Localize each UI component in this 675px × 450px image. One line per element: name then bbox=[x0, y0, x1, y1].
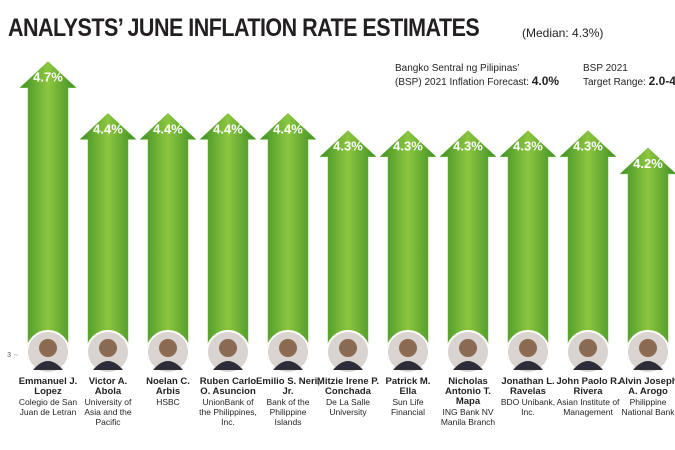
photo-face bbox=[579, 339, 597, 357]
photo-body bbox=[633, 361, 663, 370]
value-label: 4.3% bbox=[513, 139, 543, 154]
value-label: 4.7% bbox=[33, 70, 63, 85]
person-name: John Paolo R. Rivera bbox=[556, 376, 620, 397]
category-label: Mitzie Irene P. Conchada De La Salle Univ… bbox=[316, 376, 380, 418]
arrow-bar bbox=[139, 113, 197, 356]
arrow-bar bbox=[19, 61, 77, 356]
affiliation: BDO Unibank, Inc. bbox=[500, 397, 556, 417]
photo-face bbox=[279, 339, 297, 357]
value-label: 4.4% bbox=[93, 121, 123, 136]
photo-body bbox=[513, 361, 543, 370]
category-label: Victor A. Abola University of Asia and th… bbox=[76, 376, 140, 428]
affiliation: Colegio de San Juan de Letran bbox=[18, 397, 78, 417]
chart-subtitle: (Median: 4.3%) bbox=[522, 26, 604, 40]
category-label: Ruben Carlo O. Asuncion UnionBank of the … bbox=[196, 376, 260, 428]
person-name: Jonathan L. Ravelas bbox=[501, 376, 555, 397]
annotation-text: (BSP) 2021 Inflation Forecast: bbox=[395, 77, 529, 88]
annotation-value: 2.0-4.0 bbox=[648, 74, 675, 88]
affiliation: Bank of the Philippine Islands bbox=[266, 397, 310, 427]
arrow-bar bbox=[619, 147, 675, 356]
category-label: Jonathan L. Ravelas BDO Unibank, Inc. bbox=[496, 376, 560, 418]
photo-body bbox=[33, 361, 63, 370]
value-label: 4.3% bbox=[573, 139, 603, 154]
annotation-line: (BSP) 2021 Inflation Forecast: 4.0% bbox=[395, 75, 559, 89]
person-name: Emmanuel J. Lopez bbox=[18, 376, 78, 397]
photo-face bbox=[639, 339, 657, 357]
annotation: BSP 2021 Target Range: 2.0-4.0 bbox=[583, 63, 675, 89]
category-label: Nicholas Antonio T. Mapa ING Bank NV Mani… bbox=[436, 376, 500, 428]
photo-body bbox=[573, 361, 603, 370]
photo-face bbox=[39, 339, 57, 357]
value-label: 4.2% bbox=[633, 156, 663, 171]
chart-title: ANALYSTS’ JUNE INFLATION RATE ESTIMATES bbox=[8, 14, 480, 42]
person-name: Mitzie Irene P. Conchada bbox=[316, 376, 380, 397]
category-label: John Paolo R. Rivera Asian Institute of M… bbox=[556, 376, 620, 418]
photo-face bbox=[99, 339, 117, 357]
person-name: Victor A. Abola bbox=[88, 376, 128, 397]
value-label: 4.3% bbox=[453, 139, 483, 154]
photo-face bbox=[159, 339, 177, 357]
annotation: Bangko Sentral ng Pilipinas’ (BSP) 2021 … bbox=[395, 63, 559, 89]
affiliation: ING Bank NV Manila Branch bbox=[440, 407, 496, 427]
arrow-bar bbox=[379, 130, 437, 356]
photo-body bbox=[453, 361, 483, 370]
annotation-text: Target Range: bbox=[583, 77, 646, 88]
affiliation: Asian Institute of Management bbox=[556, 397, 620, 417]
arrow-bar bbox=[79, 113, 137, 356]
annotation-line: BSP 2021 bbox=[583, 63, 628, 74]
photo-face bbox=[219, 339, 237, 357]
annotation-line: Bangko Sentral ng Pilipinas’ bbox=[395, 63, 520, 74]
person-name: Nicholas Antonio T. Mapa bbox=[445, 376, 491, 407]
photo-face bbox=[339, 339, 357, 357]
photo-body bbox=[213, 361, 243, 370]
affiliation: De La Salle University bbox=[326, 397, 370, 417]
affiliation: University of Asia and the Pacific bbox=[84, 397, 132, 427]
arrow-bar bbox=[499, 130, 557, 356]
value-label: 4.4% bbox=[273, 121, 303, 136]
arrow-bar bbox=[259, 113, 317, 356]
photo-face bbox=[459, 339, 477, 357]
photo-body bbox=[93, 361, 123, 370]
category-label: Emilio S. Neri, Jr. Bank of the Philippin… bbox=[256, 376, 320, 428]
category-label: Patrick M. Ella Sun Life Financial bbox=[376, 376, 440, 418]
affiliation: Sun Life Financial bbox=[390, 397, 426, 417]
value-label: 4.4% bbox=[153, 121, 183, 136]
arrow-bar bbox=[559, 130, 617, 356]
value-label: 4.3% bbox=[333, 139, 363, 154]
annotation-value: 4.0% bbox=[531, 74, 560, 88]
arrow-bar bbox=[319, 130, 377, 356]
person-name: Emilio S. Neri, Jr. bbox=[256, 376, 320, 397]
person-name: Noelan C. Arbis bbox=[146, 376, 190, 397]
photo-body bbox=[153, 361, 183, 370]
affiliation: HSBC bbox=[156, 397, 180, 407]
photo-face bbox=[399, 339, 417, 357]
photo-face bbox=[519, 339, 537, 357]
person-name: Ruben Carlo O. Asuncion bbox=[199, 376, 257, 397]
category-label: Alvin Joseph A. Arogo Philippine National… bbox=[616, 376, 675, 418]
photo-body bbox=[393, 361, 423, 370]
affiliation: UnionBank of the Philippines, Inc. bbox=[199, 397, 257, 427]
y-tick-label: 3 bbox=[7, 352, 11, 359]
arrow-bar bbox=[199, 113, 257, 356]
value-label: 4.3% bbox=[393, 139, 423, 154]
photo-body bbox=[273, 361, 303, 370]
person-name: Alvin Joseph A. Arogo bbox=[618, 376, 675, 397]
arrow-bar bbox=[439, 130, 497, 356]
annotation-line: Target Range: 2.0-4.0 bbox=[583, 75, 675, 89]
category-label: Emmanuel J. Lopez Colegio de San Juan de … bbox=[16, 376, 80, 418]
value-label: 4.4% bbox=[213, 121, 243, 136]
affiliation: Philippine National Bank bbox=[621, 397, 675, 417]
person-name: Patrick M. Ella bbox=[385, 376, 431, 397]
photo-body bbox=[333, 361, 363, 370]
category-label: Noelan C. Arbis HSBC bbox=[136, 376, 200, 408]
